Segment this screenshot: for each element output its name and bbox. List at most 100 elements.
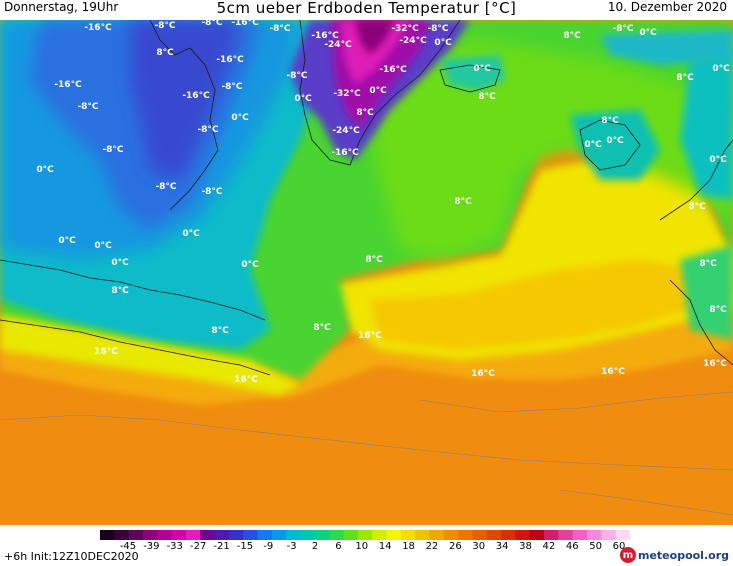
color-scale-swatch <box>357 530 373 540</box>
temperature-labels: -16°C -8°C -8°C -16°C -8°C -16°C -24°C -32°C -8°… <box>36 20 730 385</box>
temperature-label: 0°C <box>369 86 387 96</box>
map-title: 5cm ueber Erdboden Temperatur [°C] <box>216 0 517 17</box>
color-scale-swatch <box>300 530 316 540</box>
color-scale-swatch <box>515 530 531 540</box>
temperature-label: -8°C <box>155 182 176 192</box>
temperature-label: 0°C <box>606 136 624 146</box>
color-scale-swatch <box>443 530 459 540</box>
color-scale-swatch <box>286 530 302 540</box>
run-info: +6h Init:12Z10DEC2020 <box>4 550 139 563</box>
logo-icon: m <box>620 547 636 563</box>
temperature-label: 0°C <box>584 140 602 150</box>
color-scale-swatch <box>601 530 617 540</box>
color-scale-tick-label: 10 <box>355 541 369 552</box>
color-scale-swatch <box>142 530 158 540</box>
color-scale-swatch <box>529 530 545 540</box>
color-scale-swatch <box>372 530 387 540</box>
color-scale-swatch <box>472 530 488 540</box>
temperature-label: -8°C <box>201 187 222 197</box>
temperature-label: -8°C <box>197 125 218 135</box>
color-scale-tick-label: -21 <box>213 541 230 552</box>
color-scale-tick-label: -15 <box>236 541 254 552</box>
color-scale-swatch <box>157 530 173 540</box>
temperature-label: 8°C <box>709 305 727 315</box>
temperature-label: 0°C <box>434 38 452 48</box>
temperature-label: 8°C <box>601 116 619 126</box>
temperature-label: 8°C <box>676 73 694 83</box>
color-scale-swatch <box>257 530 273 540</box>
temperature-label: -8°C <box>612 24 633 34</box>
temperature-label: 0°C <box>241 260 259 270</box>
temperature-label: 0°C <box>712 64 730 74</box>
temperature-label: 16°C <box>471 369 495 379</box>
temperature-label: 8°C <box>111 286 129 296</box>
color-scale-swatch <box>615 530 630 540</box>
temperature-label: 0°C <box>58 236 76 246</box>
color-scale-swatch <box>171 530 187 540</box>
meteopool-logo[interactable]: m meteopool.org <box>620 546 729 564</box>
temperature-label: 16°C <box>234 375 258 385</box>
temperature-label: -16°C <box>54 80 82 90</box>
temperature-map: -16°C -8°C -8°C -16°C -8°C -16°C -24°C -32°C -8°… <box>0 20 733 525</box>
temperature-label: 0°C <box>473 64 491 74</box>
color-scale-tick-label: -33 <box>166 541 183 552</box>
color-scale-tick-label: 30 <box>472 541 486 552</box>
color-scale-tick-label: 18 <box>402 541 415 552</box>
color-scale-tick-label: -3 <box>286 541 297 552</box>
color-scale-swatch <box>386 530 402 540</box>
color-scale-tick-label: 22 <box>425 541 439 552</box>
temperature-label: 0°C <box>36 165 54 175</box>
color-scale-swatch <box>343 530 359 540</box>
color-scale-swatch <box>128 530 144 540</box>
color-scale-swatch <box>114 530 130 540</box>
temperature-label: -8°C <box>201 20 222 28</box>
temperature-label: -16°C <box>331 148 359 158</box>
temperature-label: 0°C <box>709 155 727 165</box>
temperature-label: 8°C <box>211 326 229 336</box>
temperature-label: 0°C <box>639 28 657 38</box>
color-scale-tick-label: 2 <box>311 541 319 552</box>
temperature-label: 8°C <box>699 259 717 269</box>
temperature-label: 16°C <box>94 347 118 357</box>
color-scale-swatch <box>587 530 602 540</box>
temperature-label: -24°C <box>324 40 352 50</box>
temperature-label: 8°C <box>365 255 383 265</box>
color-scale-swatch <box>558 530 574 540</box>
color-scale-swatch <box>100 530 115 540</box>
color-scale-swatch <box>214 530 230 540</box>
color-scale-tick-label: -27 <box>189 541 207 552</box>
temperature-label: -32°C <box>391 24 419 34</box>
temperature-label: -16°C <box>84 23 112 33</box>
temperature-label: 8°C <box>563 31 581 41</box>
temperature-label: -24°C <box>332 126 360 136</box>
color-scale-tick-label: 46 <box>565 541 579 552</box>
temperature-label: -8°C <box>286 71 307 81</box>
color-scale-tick-label: -39 <box>143 541 160 552</box>
color-scale-tick-label: -45 <box>119 541 137 552</box>
color-scale-swatch <box>486 530 502 540</box>
temperature-label: 0°C <box>111 258 129 268</box>
temperature-label: -8°C <box>77 102 98 112</box>
color-scale-swatch <box>429 530 445 540</box>
temperature-label: -8°C <box>269 24 290 34</box>
forecast-date: 10. Dezember 2020 <box>607 0 727 14</box>
color-scale-tick-label: 34 <box>495 541 509 552</box>
temperature-label: -24°C <box>399 36 427 46</box>
temperature-label: -16°C <box>182 91 210 101</box>
color-scale-tick-label: 38 <box>519 541 532 552</box>
temperature-label: 0°C <box>294 94 312 104</box>
color-scale-swatch <box>243 530 259 540</box>
color-scale-swatch <box>501 530 516 540</box>
temperature-label: -16°C <box>216 55 244 65</box>
temperature-label: 16°C <box>358 331 382 341</box>
color-scale-tick-label: 42 <box>542 541 556 552</box>
temperature-label: 8°C <box>454 197 472 207</box>
temperature-label: 8°C <box>478 92 496 102</box>
weekday-time: Donnerstag, 19Uhr <box>4 0 119 14</box>
temperature-label: -16°C <box>379 65 407 75</box>
color-scale-swatch <box>544 530 559 540</box>
temperature-label: 0°C <box>231 113 249 123</box>
temperature-label: 0°C <box>94 241 112 251</box>
color-scale-swatch <box>185 530 201 540</box>
color-scale-swatch <box>314 530 330 540</box>
